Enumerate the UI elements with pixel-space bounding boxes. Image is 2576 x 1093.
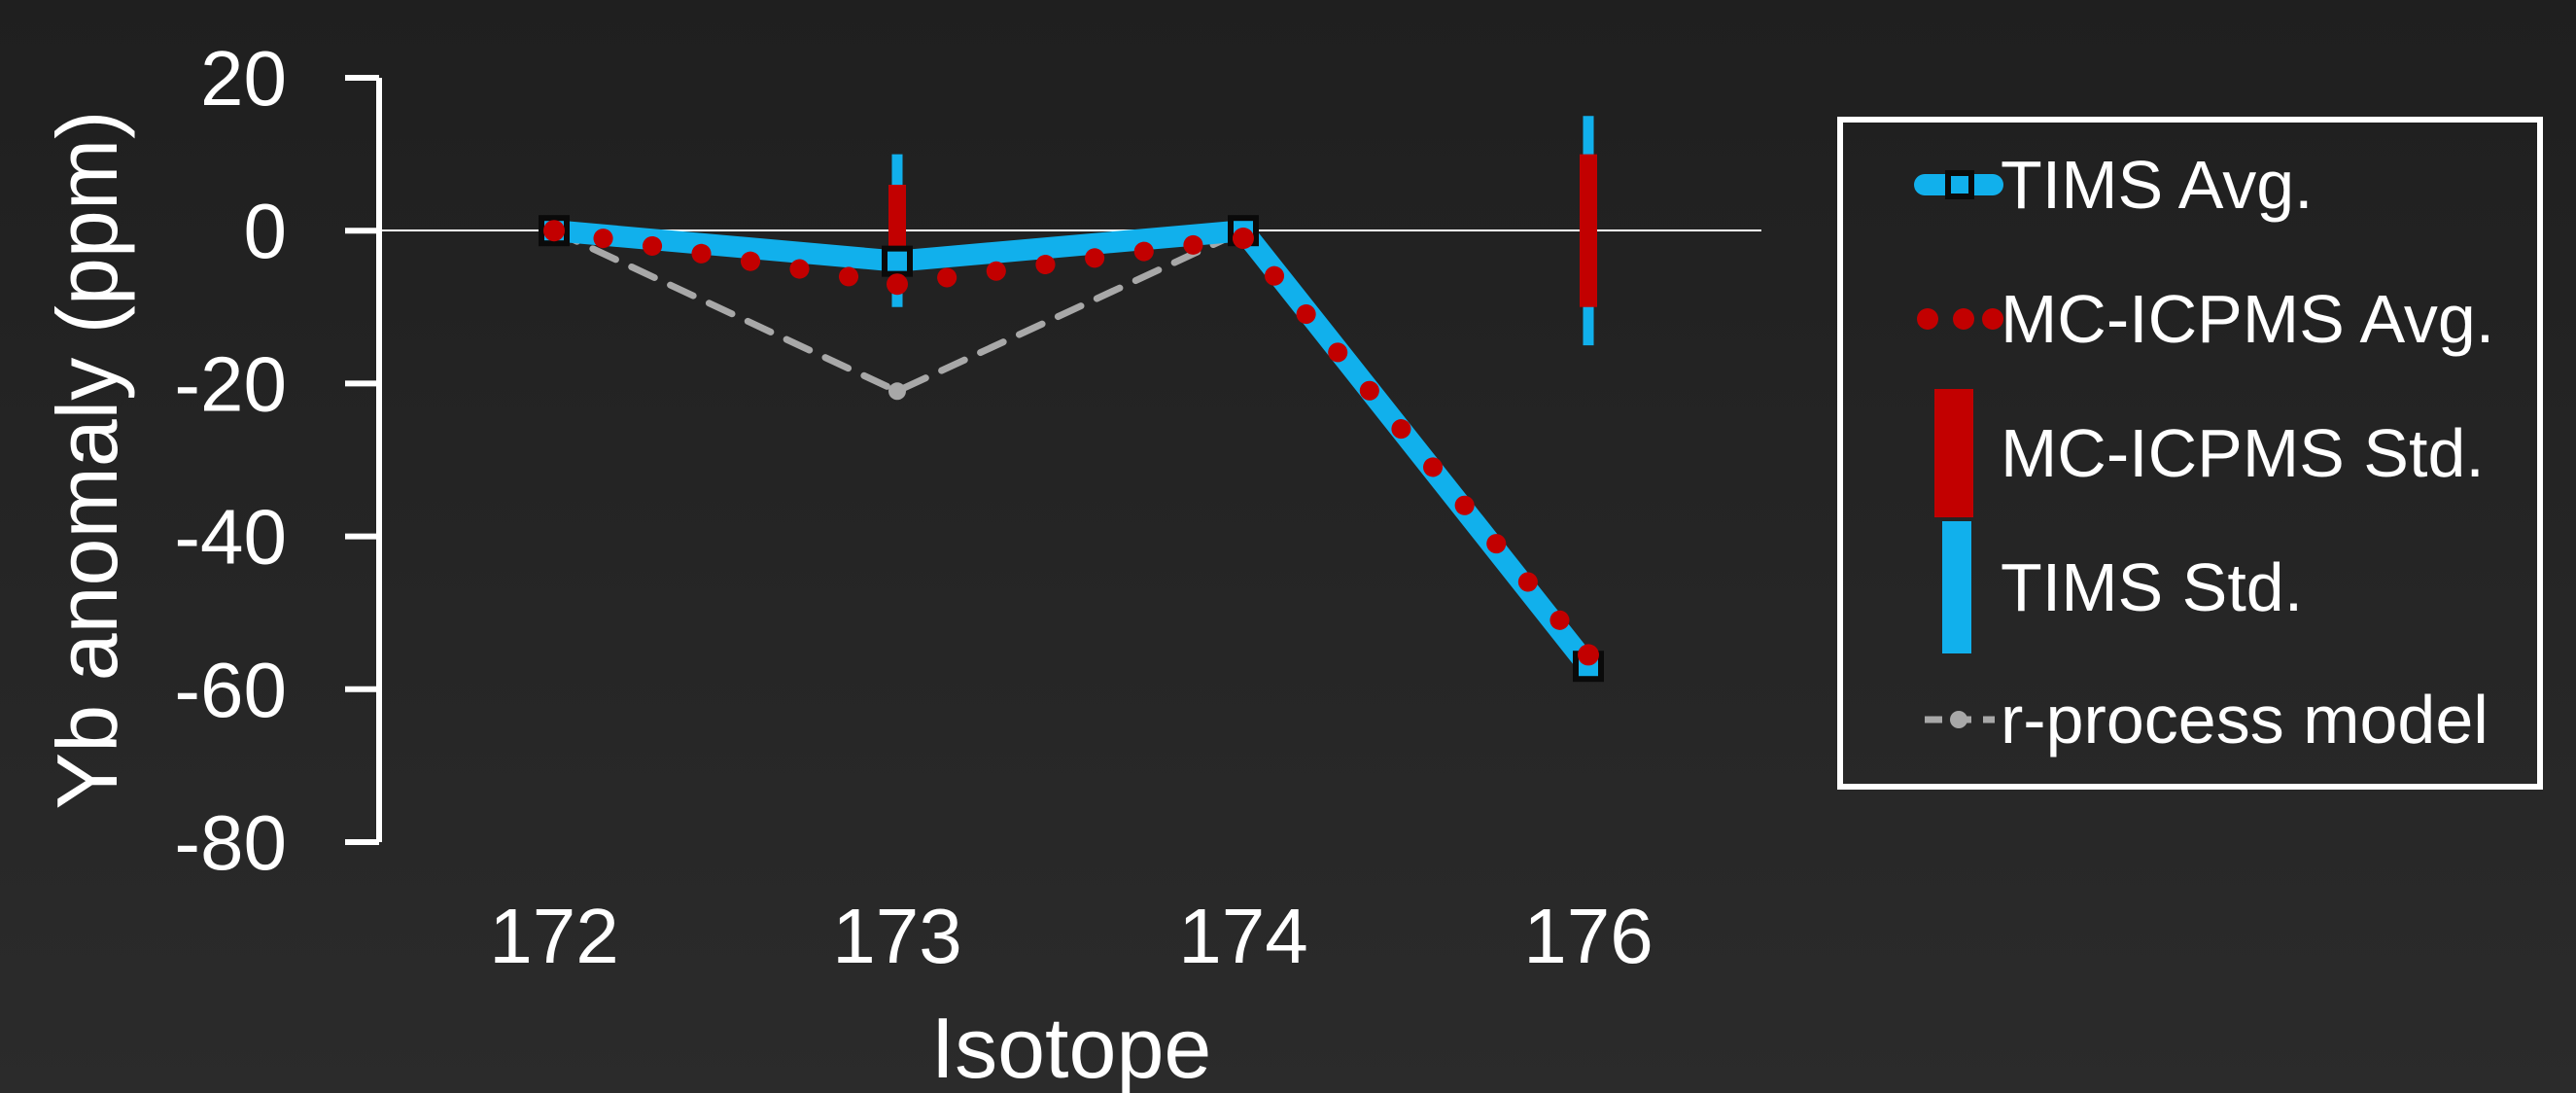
legend-marker-mc-icpms-avg <box>1982 308 2003 330</box>
legend-label: MC-ICPMS Avg. <box>2001 281 2494 357</box>
x-tick-label: 173 <box>832 893 961 979</box>
y-axis-title: Yb anomaly (ppm) <box>39 111 135 810</box>
legend-swatch-mc-icpms-std <box>1934 389 1973 517</box>
x-ticks: 172 173 174 176 <box>489 893 1653 979</box>
legend-label: TIMS Std. <box>2001 549 2303 625</box>
point-mc-icpms-avg <box>1233 228 1254 250</box>
legend-marker-mc-icpms-avg <box>1917 308 1938 330</box>
legend-box <box>1837 117 2543 790</box>
series-line-mc-icpms-avg <box>544 221 1598 665</box>
legend-marker-r-process <box>1950 711 1967 728</box>
plot-area <box>539 116 1604 683</box>
y-tick-label: -20 <box>174 340 287 427</box>
series-line-tims-avg <box>543 220 1599 678</box>
legend: TIMS Avg. MC-ICPMS Avg. MC-ICPMS Std. TIMS … <box>1837 117 2543 790</box>
legend-label: TIMS Avg. <box>2001 147 2314 223</box>
point-mc-icpms-avg <box>1578 644 1599 666</box>
y-tick-label: -80 <box>174 799 287 886</box>
x-tick-label: 174 <box>1178 893 1307 979</box>
y-tick-label: 0 <box>244 188 288 274</box>
y-tick-label: 20 <box>200 35 287 122</box>
x-axis-title: Isotope <box>931 1000 1212 1093</box>
legend-marker-tims-avg <box>1945 170 1974 199</box>
series-line-r-process <box>550 226 1592 670</box>
legend-label: r-process model <box>2001 682 2489 758</box>
y-tick-label: -40 <box>174 494 287 581</box>
x-tick-label: 172 <box>489 893 618 979</box>
x-tick-label: 176 <box>1523 893 1653 979</box>
point-mc-icpms-avg <box>543 220 565 242</box>
point-tims-avg <box>882 245 913 277</box>
y-ticks: 20 0 -20 -40 -60 -80 <box>174 35 379 886</box>
legend-label: MC-ICPMS Std. <box>2001 415 2485 491</box>
y-tick-label: -60 <box>174 647 287 733</box>
point-r-process <box>888 382 906 401</box>
legend-swatch-tims-std <box>1942 521 1971 653</box>
point-mc-icpms-avg <box>887 273 908 296</box>
legend-marker-mc-icpms-avg <box>1953 308 1974 330</box>
